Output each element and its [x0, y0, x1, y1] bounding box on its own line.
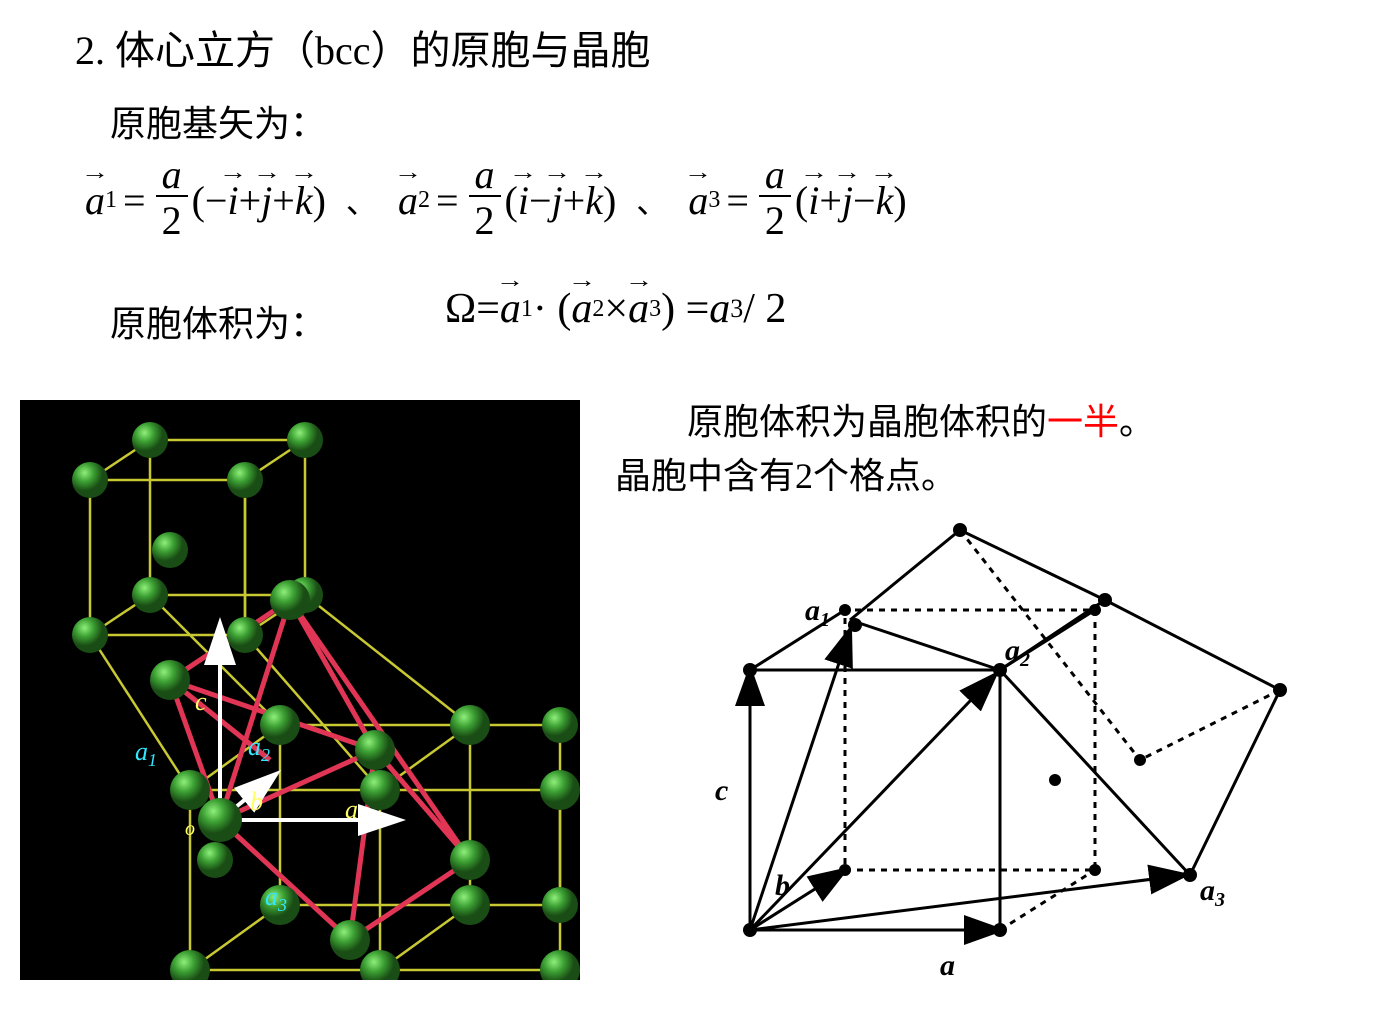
- label-a: a: [940, 949, 955, 982]
- formula-a3: a3 = a2 (i + j − k): [688, 155, 906, 245]
- label-o: o: [185, 818, 195, 840]
- line-diagram-edges: [750, 530, 1280, 930]
- bcc-line-diagram: a b c a1 a2 a3: [660, 500, 1350, 990]
- label-c: c: [195, 687, 207, 716]
- label-a1: a1: [805, 594, 830, 631]
- page-title: 2. 体心立方（bcc）的原胞与晶胞: [75, 18, 651, 76]
- highlight-text: 一半: [1047, 402, 1119, 442]
- label-a3: a3: [1200, 874, 1225, 911]
- label-b: b: [775, 869, 790, 902]
- label-a2: a2: [1005, 634, 1030, 671]
- volume-label: 原胞体积为：: [110, 295, 326, 347]
- basis-label: 原胞基矢为：: [110, 95, 326, 147]
- separator: 、: [346, 177, 378, 223]
- formula-a1: a1 = a2 (−i + j + k): [85, 155, 326, 245]
- label-c: c: [715, 774, 728, 807]
- label-b: b: [250, 787, 263, 816]
- bcc-3d-diagram: a1 a2 a3 a b c o: [20, 400, 580, 980]
- formula-a2: a2 = a2 (i − j + k): [398, 155, 616, 245]
- volume-formula: Ω = a1 · ( a2 × a3 ) = a3 / 2: [445, 285, 786, 333]
- separator: 、: [636, 177, 668, 223]
- description-text: 原胞体积为晶胞体积的一半。 晶胞中含有2个格点。: [615, 395, 1155, 503]
- basis-formulas: a1 = a2 (−i + j + k) 、 a2 = a2 (i − j + …: [85, 155, 907, 245]
- label-a: a: [345, 795, 358, 824]
